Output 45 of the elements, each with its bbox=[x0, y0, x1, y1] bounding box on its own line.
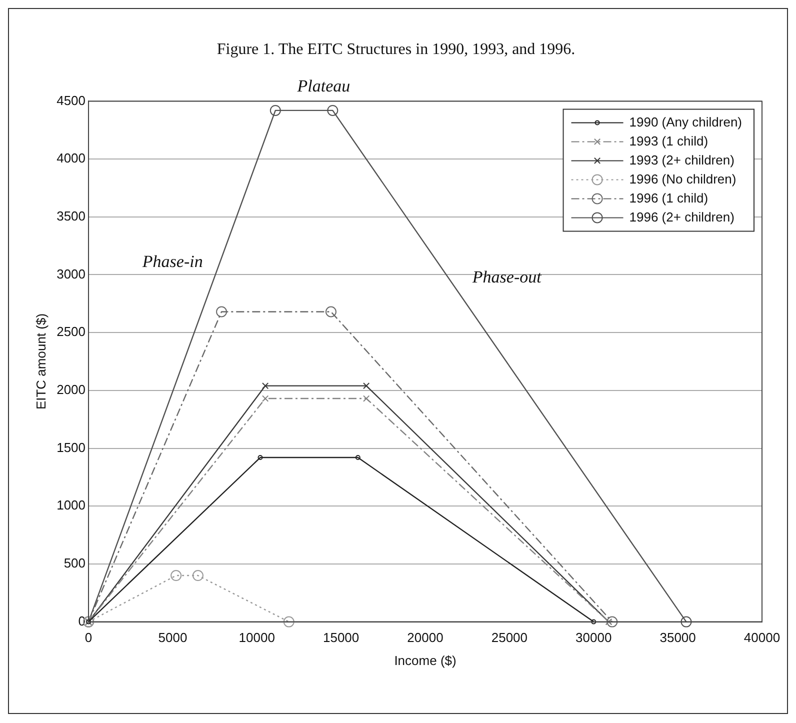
legend-label: 1996 (2+ children) bbox=[629, 209, 734, 224]
x-tick-label: 10000 bbox=[238, 630, 275, 646]
legend-label: 1993 (1 child) bbox=[629, 133, 708, 148]
point bbox=[262, 382, 269, 390]
x-tick-label: 5000 bbox=[158, 630, 188, 646]
point bbox=[327, 104, 338, 116]
x-tick-label: 20000 bbox=[407, 630, 444, 646]
point bbox=[270, 104, 281, 116]
point bbox=[606, 616, 618, 628]
y-tick-label: 1000 bbox=[56, 498, 86, 513]
legend-label: 1996 (No children) bbox=[629, 171, 736, 186]
point bbox=[363, 395, 370, 402]
y-tick-label: 500 bbox=[64, 556, 86, 571]
point bbox=[325, 306, 336, 318]
point bbox=[258, 455, 263, 460]
y-tick-label: 3000 bbox=[56, 266, 86, 282]
y-tick-label: 2500 bbox=[56, 324, 86, 340]
x-tick-label: 40000 bbox=[744, 630, 780, 646]
x-tick-label: 25000 bbox=[491, 630, 528, 646]
y-tick-label: 4000 bbox=[56, 150, 86, 166]
point bbox=[355, 455, 360, 460]
y-tick-label: 2000 bbox=[56, 382, 86, 397]
legend-label: 1990 (Any children) bbox=[629, 114, 742, 130]
point bbox=[216, 306, 228, 318]
point bbox=[591, 619, 596, 624]
legend-label: 1996 (1 child) bbox=[629, 190, 708, 206]
point bbox=[283, 616, 294, 628]
point bbox=[680, 616, 692, 628]
point bbox=[262, 395, 269, 402]
x-tick-label: 15000 bbox=[322, 630, 360, 646]
point bbox=[192, 570, 204, 582]
chart-title: Figure 1. The EITC Structures in 1990, 1993, and 1996. bbox=[216, 40, 576, 58]
legend-label: 1993 (2+ children) bbox=[629, 152, 734, 168]
annotation: Phase-in bbox=[141, 252, 203, 272]
y-tick-label: 3500 bbox=[56, 208, 86, 224]
y-tick-label: 1500 bbox=[56, 440, 86, 455]
x-tick-label: 35000 bbox=[660, 630, 696, 646]
point bbox=[363, 382, 370, 390]
y-tick-label: 4500 bbox=[56, 92, 86, 108]
point bbox=[170, 570, 182, 582]
x-tick-label: 30000 bbox=[576, 630, 612, 646]
y-axis-title: EITC amount ($) bbox=[33, 313, 48, 410]
x-axis-title: Income ($) bbox=[394, 652, 456, 668]
text: Plateau bbox=[296, 76, 350, 96]
annotation: Phase-out bbox=[471, 268, 543, 287]
